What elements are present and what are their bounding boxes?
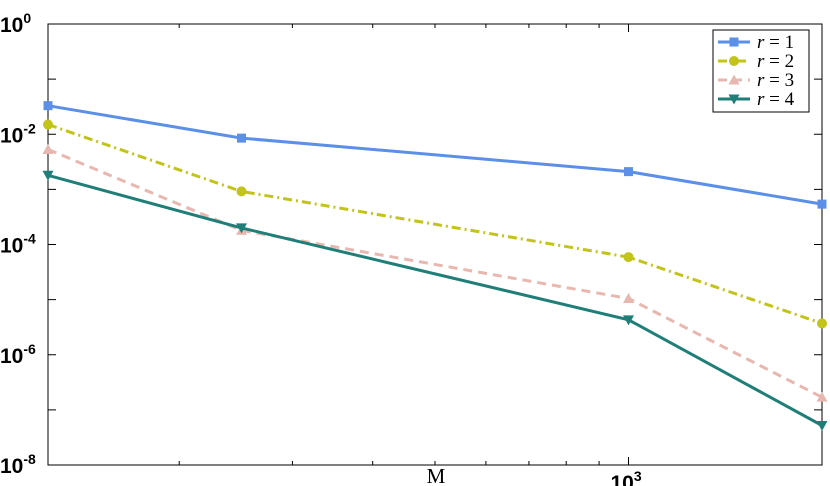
series-4 <box>42 170 828 432</box>
series-line <box>47 123 823 325</box>
x-tick-label: 103 <box>611 468 642 486</box>
y-tick-label: 10-8 <box>0 451 36 478</box>
x-axis-label: M <box>427 464 446 486</box>
legend: r = 1r = 2r = 3r = 4 <box>712 29 810 113</box>
y-tick-labels: 100 10-2 10-4 10-6 10-8 <box>0 10 36 478</box>
legend-item: r = 2 <box>718 51 794 72</box>
series-line <box>47 148 823 399</box>
axis-ticks <box>48 23 823 466</box>
data-point <box>729 56 739 66</box>
data-point <box>237 133 246 143</box>
data-point <box>816 421 828 432</box>
legend-label: r = 4 <box>757 89 795 110</box>
data-point <box>42 143 54 154</box>
legend-item: r = 3 <box>718 70 794 91</box>
legend-label: r = 2 <box>757 51 794 72</box>
data-point <box>236 223 247 234</box>
data-point <box>623 315 634 326</box>
data-point <box>624 167 633 177</box>
y-tick-label: 10-6 <box>0 341 36 368</box>
legend-label: r = 1 <box>757 32 794 53</box>
data-point <box>236 186 247 197</box>
data-point <box>728 74 740 85</box>
series-line <box>47 104 823 206</box>
data-point <box>817 318 827 329</box>
legend-label: r = 3 <box>757 70 794 91</box>
data-point <box>43 101 53 111</box>
x-tick-labels: 103 <box>611 468 642 486</box>
data-point <box>43 119 53 130</box>
data-point <box>623 292 634 303</box>
series-line <box>47 173 823 427</box>
data-point <box>729 37 739 47</box>
legend-item: r = 4 <box>718 89 795 110</box>
legend-item: r = 1 <box>718 32 794 53</box>
plot-area <box>47 23 823 466</box>
y-tick-label: 10-4 <box>0 231 36 258</box>
series-1 <box>43 101 827 209</box>
data-point <box>623 252 634 263</box>
y-tick-label: 10-2 <box>0 120 36 147</box>
series-2 <box>43 119 827 329</box>
series-group <box>42 101 828 432</box>
y-tick-label: 100 <box>0 10 31 37</box>
data-point <box>42 170 54 181</box>
data-point <box>728 94 740 105</box>
data-point <box>816 391 828 402</box>
data-point <box>817 199 827 209</box>
